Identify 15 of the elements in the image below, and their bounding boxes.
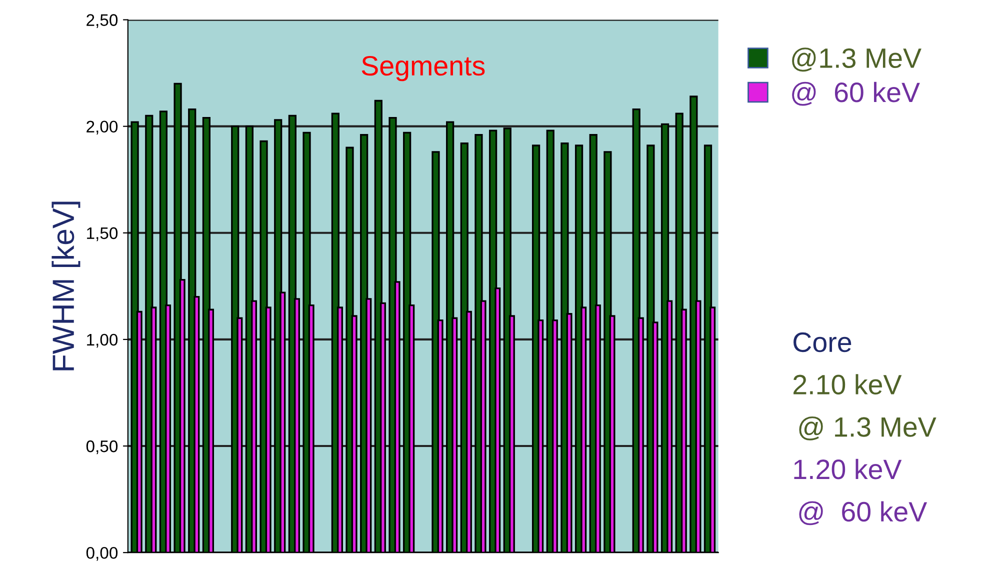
legend-label: @1.3 MeV bbox=[792, 48, 922, 72]
y-tick-label: 1,00 bbox=[87, 334, 118, 348]
text: Core bbox=[794, 332, 852, 352]
text: 1.20 keV bbox=[794, 458, 902, 480]
legend-label: @ 60 keV bbox=[792, 82, 920, 106]
text: @ 60 keV bbox=[799, 501, 928, 526]
text: @ 1.3 MeV bbox=[799, 416, 936, 440]
y-tick-label: 2,00 bbox=[86, 120, 118, 135]
text: 2.10 keV bbox=[794, 374, 902, 394]
y-tick-label: 0,00 bbox=[86, 546, 118, 561]
y-tick-label: 0,50 bbox=[86, 440, 118, 454]
y-tick-label: 2,50 bbox=[86, 14, 118, 28]
y-tick-label: 1,50 bbox=[87, 227, 118, 242]
y-axis-title: FWHM [keV] bbox=[52, 202, 80, 370]
text: Segments bbox=[362, 56, 485, 82]
